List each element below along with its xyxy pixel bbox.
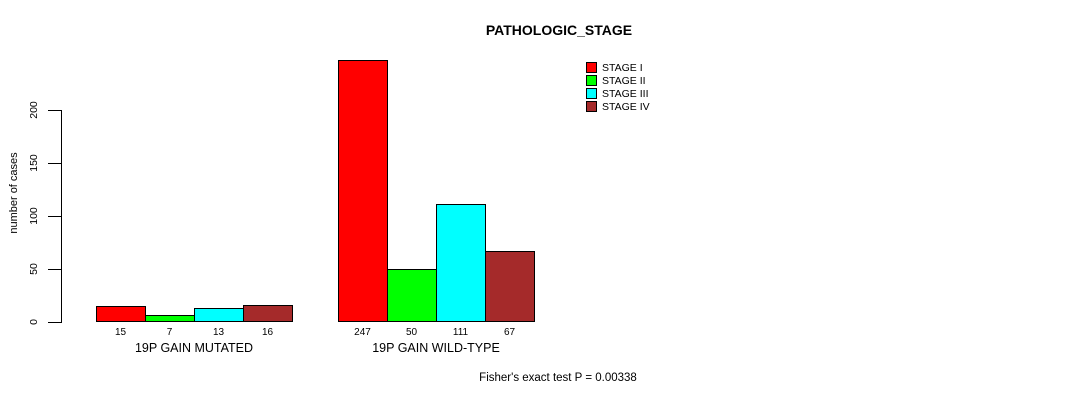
y-tick-label: 50 <box>28 263 40 275</box>
bar-stage-iii <box>436 204 486 322</box>
bar-stage-i <box>338 60 388 322</box>
y-tick <box>48 163 61 164</box>
chart-title: PATHOLOGIC_STAGE <box>485 22 633 38</box>
y-axis-label: number of cases <box>8 152 20 234</box>
y-tick <box>48 269 61 270</box>
legend-item: STAGE II <box>586 74 650 87</box>
legend-label: STAGE IV <box>602 100 650 113</box>
bar-value-label: 50 <box>405 327 418 338</box>
bar-stage-iv <box>243 305 293 322</box>
legend-swatch <box>586 101 597 112</box>
legend-swatch <box>586 62 597 73</box>
y-tick <box>48 110 61 111</box>
legend-label: STAGE I <box>602 61 643 74</box>
legend-swatch <box>586 75 597 86</box>
bar-stage-iii <box>194 308 244 322</box>
bar-value-label: 67 <box>503 327 516 338</box>
y-tick-label: 100 <box>28 207 40 225</box>
legend-item: STAGE I <box>586 61 650 74</box>
statistical-test-note: Fisher's exact test P = 0.00338 <box>479 372 637 384</box>
y-tick-label: 200 <box>28 101 40 119</box>
x-category-label: 19P GAIN MUTATED <box>134 341 254 355</box>
legend-label: STAGE III <box>602 87 649 100</box>
y-axis-line <box>61 110 62 323</box>
y-tick <box>48 322 61 323</box>
bar-stage-i <box>96 306 146 322</box>
x-category-label: 19P GAIN WILD-TYPE <box>372 341 500 355</box>
legend-swatch <box>586 88 597 99</box>
legend: STAGE I STAGE II STAGE III STAGE IV <box>586 61 650 113</box>
bar-value-label: 7 <box>166 327 173 338</box>
bar-stage-ii <box>145 315 195 322</box>
bar-stage-iv <box>485 251 535 322</box>
bar-value-label: 16 <box>261 327 274 338</box>
legend-item: STAGE III <box>586 87 650 100</box>
legend-label: STAGE II <box>602 74 646 87</box>
bar-value-label: 247 <box>354 327 371 338</box>
y-tick <box>48 216 61 217</box>
bar-stage-ii <box>387 269 437 322</box>
bar-value-label: 13 <box>212 327 225 338</box>
legend-item: STAGE IV <box>586 100 650 113</box>
bar-value-label: 111 <box>452 327 469 338</box>
y-tick-label: 150 <box>28 154 40 172</box>
bar-value-label: 15 <box>114 327 127 338</box>
y-tick-label: 0 <box>28 319 40 325</box>
